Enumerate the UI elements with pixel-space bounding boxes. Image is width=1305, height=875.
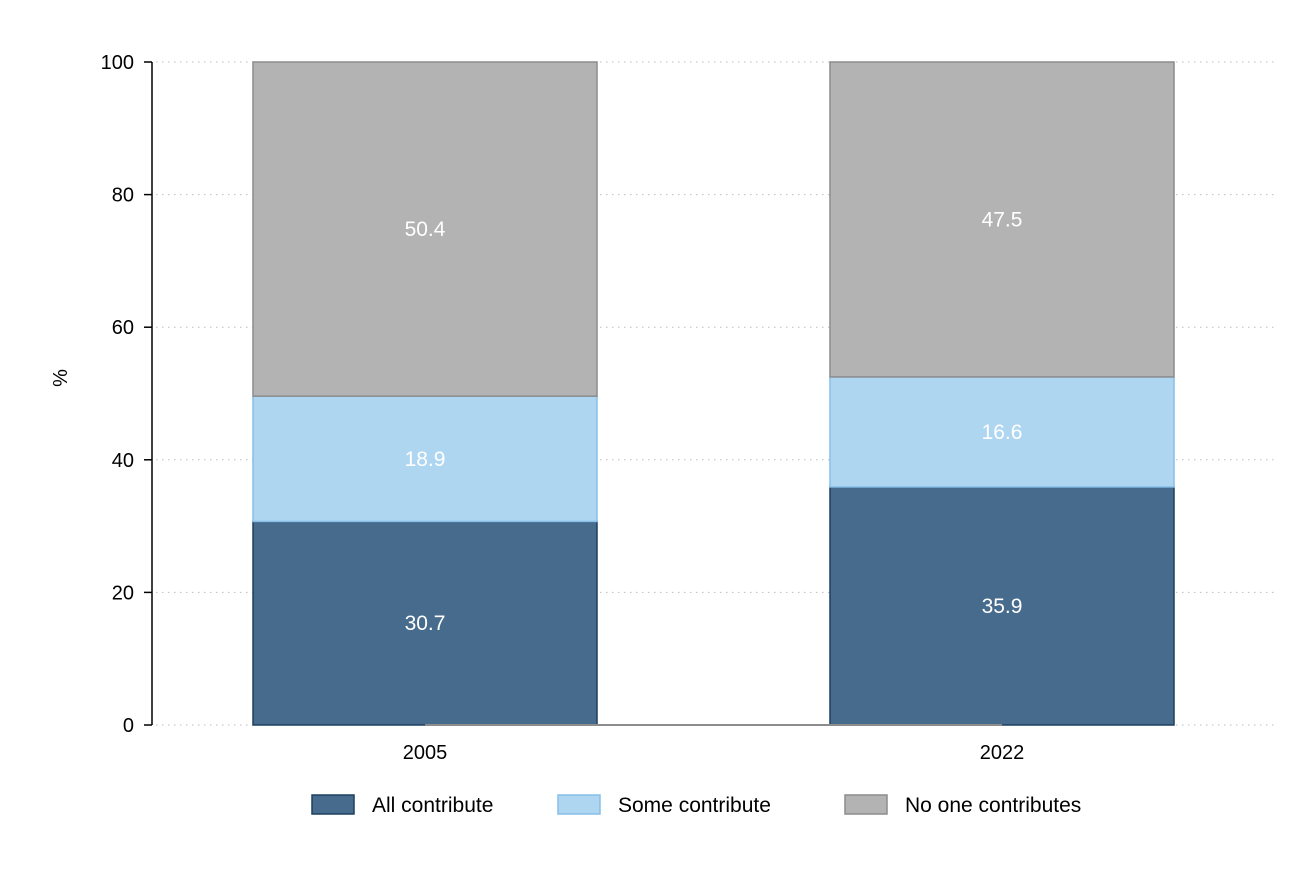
data-label: 16.6 (982, 421, 1023, 444)
bars: 30.7 18.9 50.4 35.9 16.6 47.5 (252, 61, 1175, 726)
y-axis-title: % (50, 369, 72, 387)
bar-stack-2005: 30.7 18.9 50.4 (252, 61, 598, 726)
bar-segment[interactable] (829, 61, 1175, 378)
y-tick-label: 20 (112, 582, 134, 604)
bar-segment[interactable] (252, 520, 598, 726)
y-tick-label: 60 (112, 317, 134, 339)
data-label: 35.9 (982, 595, 1023, 618)
y-tick-label: 100 (101, 52, 134, 74)
bar-segment[interactable] (829, 376, 1175, 488)
legend: All contribute Some contribute No one cont… (311, 794, 1081, 817)
legend-item[interactable]: All contribute (311, 794, 493, 817)
legend-swatch (311, 794, 355, 815)
data-label: 50.4 (405, 218, 446, 241)
legend-item[interactable]: No one contributes (844, 794, 1081, 817)
y-tick-label: 0 (123, 715, 134, 737)
axes: 0 20 40 60 80 100 2005 2022 (101, 52, 1025, 764)
data-label: 18.9 (405, 448, 446, 471)
legend-swatch (557, 794, 601, 815)
y-tick-label: 80 (112, 185, 134, 207)
bar-stack-2022: 35.9 16.6 47.5 (829, 61, 1175, 726)
legend-swatch (844, 794, 888, 815)
x-tick-label: 2005 (403, 742, 448, 764)
bar-segment[interactable] (252, 61, 598, 397)
legend-label: Some contribute (618, 794, 771, 817)
y-tick-label: 40 (112, 450, 134, 472)
legend-label: All contribute (372, 794, 493, 817)
data-label: 47.5 (982, 208, 1023, 231)
data-label: 30.7 (405, 612, 446, 635)
bar-segment[interactable] (829, 486, 1175, 726)
legend-item[interactable]: Some contribute (557, 794, 771, 817)
legend-label: No one contributes (905, 794, 1081, 817)
x-tick-label: 2022 (980, 742, 1025, 764)
